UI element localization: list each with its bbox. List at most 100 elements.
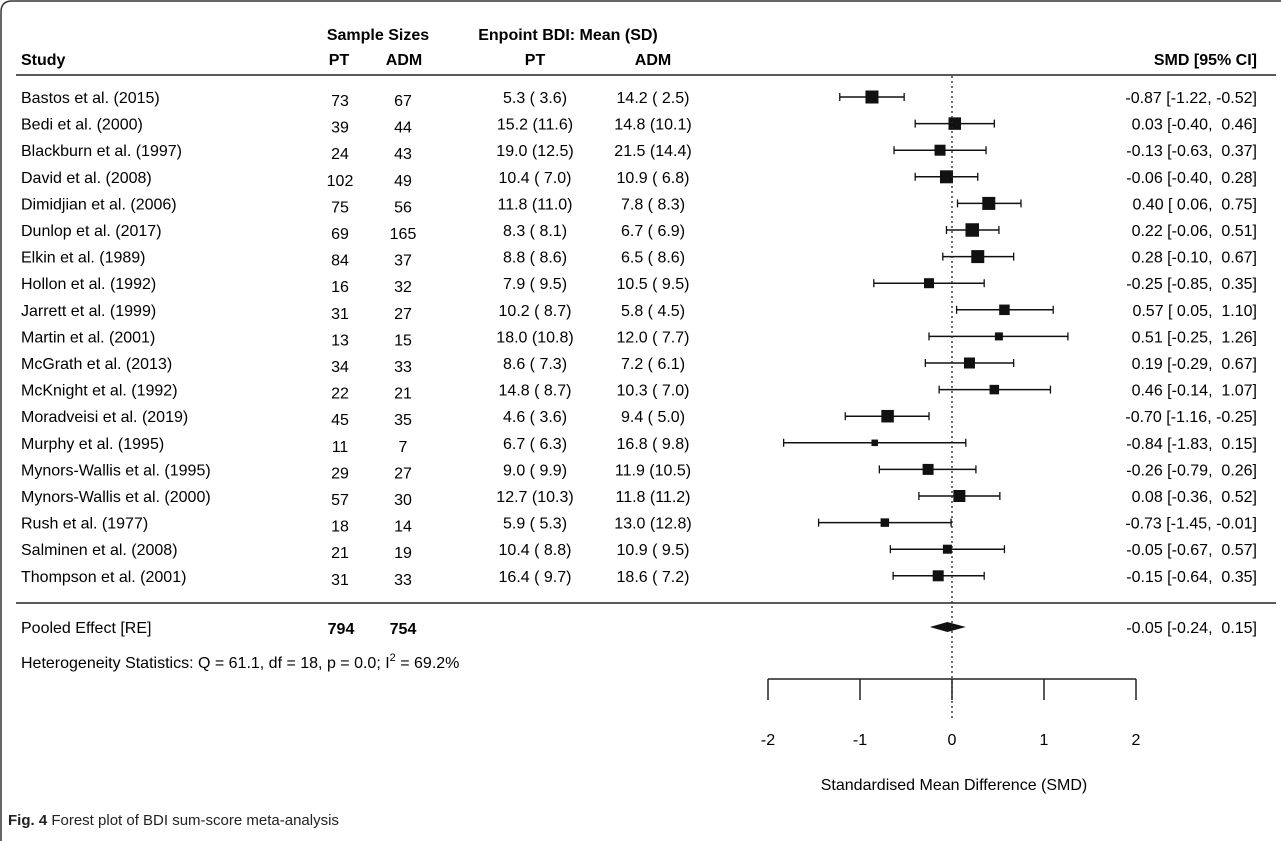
- study-n-pt: 75: [331, 199, 349, 216]
- study-n-adm: 56: [394, 199, 412, 216]
- study-smd-label: -0.26 [-0.79, 0.26]: [1126, 462, 1257, 479]
- study-mean-pt: 4.6 ( 3.6): [503, 409, 567, 426]
- study-mean-adm: 6.5 ( 8.6): [621, 250, 685, 267]
- study-n-adm: 30: [394, 492, 412, 509]
- study-smd-label: 0.46 [-0.14, 1.07]: [1132, 383, 1257, 400]
- study-name: Dunlop et al. (2017): [21, 223, 162, 240]
- effect-marker: [971, 250, 985, 264]
- study-name: McGrath et al. (2013): [21, 356, 172, 373]
- study-smd-label: -0.73 [-1.45, -0.01]: [1125, 516, 1257, 533]
- study-mean-adm: 11.9 (10.5): [615, 462, 691, 479]
- x-tick-label: -2: [761, 732, 775, 749]
- study-mean-pt: 7.9 ( 9.5): [503, 276, 567, 293]
- study-mean-adm: 16.8 ( 9.8): [617, 436, 690, 453]
- caption-text: Forest plot of BDI sum-score meta-analys…: [47, 812, 339, 829]
- study-row: Dunlop et al. (2017) 69 165 8.3 ( 8.1) 6.7 (…: [21, 223, 1257, 243]
- study-mean-adm: 18.6 ( 7.2): [617, 569, 690, 586]
- study-smd-label: 0.08 [-0.36, 0.52]: [1132, 489, 1257, 506]
- effect-marker: [934, 144, 946, 156]
- header-n-adm: ADM: [386, 52, 422, 69]
- study-n-pt: 39: [331, 120, 349, 137]
- study-row: David et al. (2008) 102 49 10.4 ( 7.0) 10.9 …: [21, 170, 1257, 190]
- effect-marker: [994, 332, 1003, 341]
- study-name: Elkin et al. (1989): [21, 250, 146, 267]
- study-row: Dimidjian et al. (2006) 75 56 11.8 (11.0) 7.…: [21, 196, 1257, 216]
- study-row: Blackburn et al. (1997) 24 43 19.0 (12.5) 21…: [21, 143, 1257, 163]
- heterogeneity-prefix: Heterogeneity Statistics: Q = 61.1, df =…: [21, 655, 390, 672]
- header-smd: SMD [95% CI]: [1154, 52, 1257, 69]
- study-row: Hollon et al. (1992) 16 32 7.9 ( 9.5) 10.5 (…: [21, 276, 1257, 296]
- study-row: Rush et al. (1977) 18 14 5.9 ( 5.3) 13.0 (12…: [21, 516, 1257, 536]
- study-n-adm: 14: [394, 519, 412, 536]
- study-smd-label: 0.22 [-0.06, 0.51]: [1132, 223, 1257, 240]
- study-smd-label: 0.40 [ 0.06, 0.75]: [1132, 196, 1257, 213]
- study-mean-adm: 11.8 (11.2): [615, 489, 690, 506]
- study-mean-adm: 10.9 ( 6.8): [617, 170, 690, 187]
- study-name: Murphy et al. (1995): [21, 436, 164, 453]
- study-rows: Bastos et al. (2015) 73 67 5.3 ( 3.6) 14.2 (…: [21, 90, 1257, 589]
- effect-marker: [871, 439, 878, 447]
- study-n-adm: 27: [394, 465, 412, 482]
- effect-marker: [939, 170, 953, 184]
- study-mean-adm: 14.8 (10.1): [614, 117, 691, 134]
- study-mean-adm: 14.2 ( 2.5): [617, 90, 690, 107]
- study-mean-adm: 10.3 ( 7.0): [617, 383, 690, 400]
- heterogeneity-stats: Heterogeneity Statistics: Q = 61.1, df =…: [21, 652, 459, 672]
- study-n-adm: 49: [394, 173, 412, 190]
- study-mean-pt: 10.2 ( 8.7): [499, 303, 572, 320]
- header-n-pt: PT: [329, 52, 350, 69]
- study-mean-pt: 16.4 ( 9.7): [499, 569, 572, 586]
- study-mean-pt: 8.6 ( 7.3): [503, 356, 567, 373]
- study-mean-pt: 14.8 ( 8.7): [499, 383, 572, 400]
- effect-marker: [881, 409, 894, 423]
- x-tick-label: 1: [1040, 732, 1049, 749]
- pooled-diamond: [929, 622, 966, 632]
- study-row: Salminen et al. (2008) 21 19 10.4 ( 8.8) 10.…: [21, 542, 1257, 562]
- study-name: Salminen et al. (2008): [21, 542, 178, 559]
- study-name: Hollon et al. (1992): [21, 276, 156, 293]
- effect-marker: [989, 384, 1000, 395]
- study-mean-pt: 5.3 ( 3.6): [503, 90, 567, 107]
- study-mean-adm: 6.7 ( 6.9): [621, 223, 685, 240]
- study-smd-label: -0.87 [-1.22, -0.52]: [1125, 90, 1257, 107]
- effect-marker: [924, 278, 934, 289]
- study-smd-label: -0.25 [-0.85, 0.35]: [1126, 276, 1257, 293]
- study-n-pt: 31: [331, 306, 349, 323]
- study-row: McGrath et al. (2013) 34 33 8.6 ( 7.3) 7.2 (…: [21, 356, 1257, 376]
- study-mean-pt: 5.9 ( 5.3): [503, 516, 567, 533]
- study-name: Blackburn et al. (1997): [21, 143, 182, 160]
- study-name: Mynors-Wallis et al. (2000): [21, 489, 211, 506]
- effect-marker: [953, 490, 966, 502]
- study-n-adm: 27: [394, 306, 412, 323]
- pooled-label: Pooled Effect [RE]: [21, 620, 151, 637]
- study-name: Jarrett et al. (1999): [21, 303, 156, 320]
- study-mean-pt: 8.3 ( 8.1): [503, 223, 567, 240]
- study-n-pt: 21: [331, 545, 349, 562]
- study-mean-adm: 10.9 ( 9.5): [617, 542, 690, 559]
- study-smd-label: -0.05 [-0.67, 0.57]: [1126, 542, 1257, 559]
- study-smd-label: 0.51 [-0.25, 1.26]: [1132, 329, 1257, 346]
- study-n-adm: 33: [394, 572, 412, 589]
- study-mean-pt: 11.8 (11.0): [497, 196, 572, 213]
- study-row: Martin et al. (2001) 13 15 18.0 (10.8) 12.0 …: [21, 329, 1257, 349]
- effect-marker: [965, 223, 979, 237]
- study-row: Moradveisi et al. (2019) 45 35 4.6 ( 3.6) 9.…: [21, 409, 1257, 429]
- study-name: Bedi et al. (2000): [21, 117, 143, 134]
- study-name: Rush et al. (1977): [21, 516, 148, 533]
- study-name: Moradveisi et al. (2019): [21, 409, 188, 426]
- caption-figure-number: Fig. 4: [8, 812, 48, 829]
- study-smd-label: -0.13 [-0.63, 0.37]: [1126, 143, 1257, 160]
- study-name: Mynors-Wallis et al. (1995): [21, 462, 211, 479]
- x-axis: -2 -1 0 1 2: [761, 678, 1141, 749]
- study-n-adm: 33: [394, 359, 412, 376]
- study-row: Murphy et al. (1995) 11 7 6.7 ( 6.3) 16.8 ( …: [21, 436, 1257, 456]
- pooled-n-adm: 754: [390, 621, 417, 638]
- study-smd-label: -0.70 [-1.16, -0.25]: [1125, 409, 1257, 426]
- study-n-adm: 44: [394, 120, 412, 137]
- study-row: Mynors-Wallis et al. (1995) 29 27 9.0 ( 9.9…: [21, 462, 1257, 482]
- study-n-pt: 34: [331, 359, 349, 376]
- study-n-pt: 22: [331, 386, 349, 403]
- study-n-pt: 13: [331, 332, 349, 349]
- study-mean-adm: 10.5 ( 9.5): [617, 276, 690, 293]
